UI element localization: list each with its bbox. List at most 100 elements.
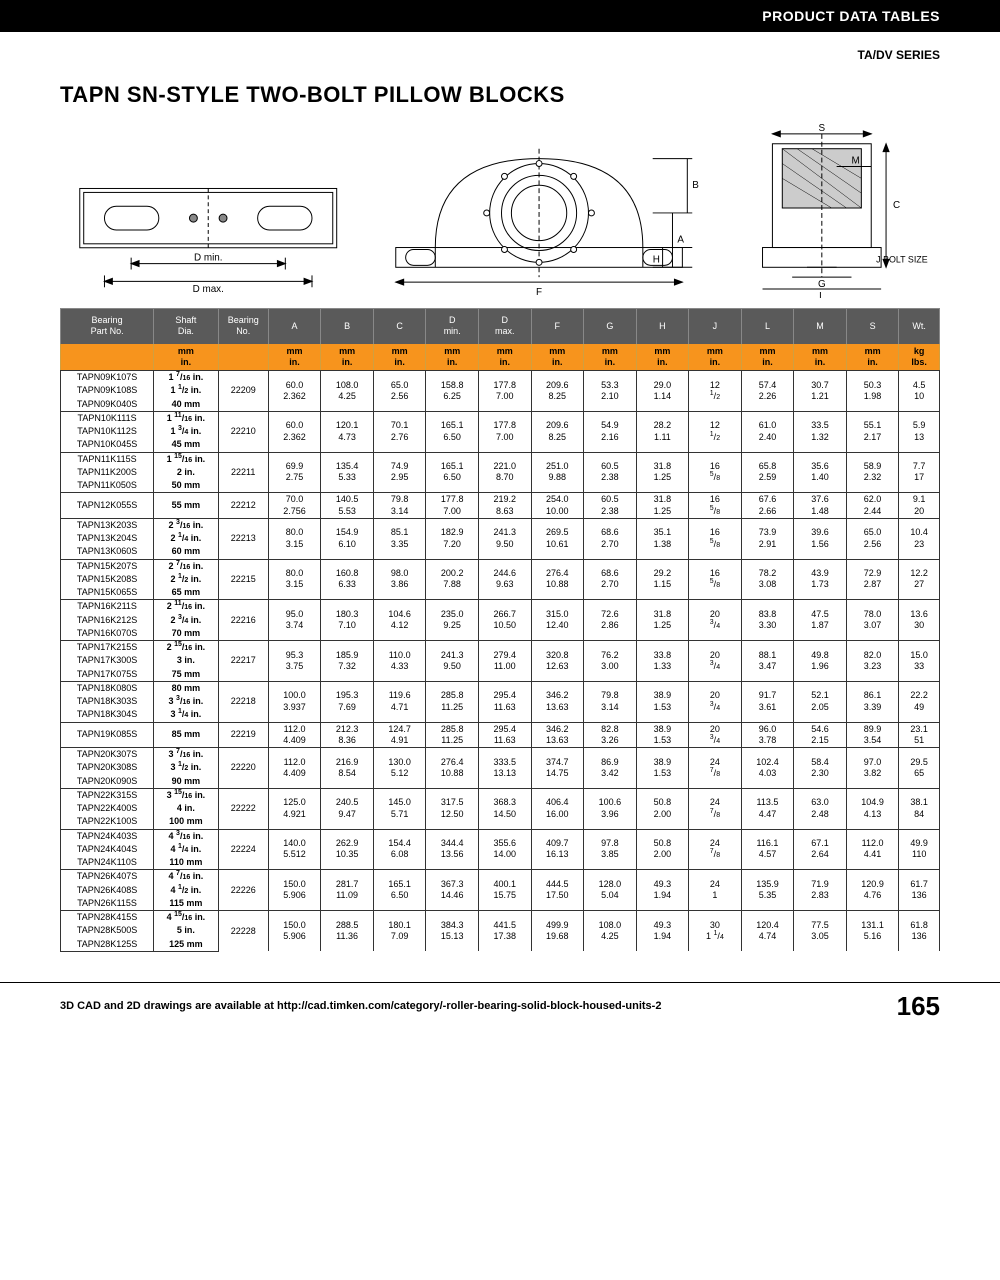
part-no: TAPN26K115S — [61, 897, 154, 911]
part-no: TAPN15K208S — [61, 573, 154, 586]
dim-cell: 285.811.25 — [426, 722, 479, 748]
dim-cell: 400.115.75 — [478, 870, 531, 911]
dim-cell: 55.12.17 — [846, 411, 899, 452]
label-g: G — [818, 279, 826, 290]
dim-cell: 35.11.38 — [636, 518, 689, 559]
table-row: TAPN17K215S2 15/16 in.2221795.33.75185.9… — [61, 641, 940, 655]
shaft-dia: 2 11/16 in. — [154, 600, 218, 614]
dim-cell: 140.05.512 — [268, 829, 321, 870]
shaft-dia: 4 in. — [154, 802, 218, 815]
unit-cell: mmin. — [154, 344, 218, 371]
dim-cell: 317.512.50 — [426, 788, 479, 829]
shaft-dia: 70 mm — [154, 627, 218, 641]
shaft-dia: 65 mm — [154, 586, 218, 600]
bearing-no: 22216 — [218, 600, 268, 641]
dim-cell: 60.02.362 — [268, 371, 321, 412]
part-no: TAPN26K407S — [61, 870, 154, 884]
label-dmin: D min. — [194, 253, 223, 264]
part-no: TAPN18K304S — [61, 708, 154, 722]
shaft-dia: 3 in. — [154, 654, 218, 667]
dim-cell: 4.510 — [899, 371, 940, 412]
dim-cell: 60.02.362 — [268, 411, 321, 452]
diagram-top-view: D min. D max. — [60, 158, 356, 298]
dim-cell: 38.91.53 — [636, 748, 689, 789]
shaft-dia: 1 15/16 in. — [154, 452, 218, 466]
dim-cell: 71.92.83 — [794, 870, 847, 911]
unit-cell: mmin. — [584, 344, 637, 371]
dim-cell: 82.83.26 — [584, 722, 637, 748]
dim-cell: 52.12.05 — [794, 681, 847, 722]
label-l: L — [819, 291, 825, 298]
dim-cell: 116.14.57 — [741, 829, 794, 870]
dim-cell: 177.87.00 — [426, 493, 479, 519]
part-no: TAPN09K107S — [61, 371, 154, 385]
col-header: S — [846, 309, 899, 344]
dim-cell: 88.13.47 — [741, 641, 794, 682]
dim-cell: 125.04.921 — [268, 788, 321, 829]
table-row: TAPN22K315S3 15/16 in.22222125.04.921240… — [61, 788, 940, 802]
table-row: TAPN28K415S4 15/16 in.22228150.05.906288… — [61, 911, 940, 925]
label-a: A — [678, 235, 685, 246]
dim-cell: 38.91.53 — [636, 722, 689, 748]
dim-cell: 441.517.38 — [478, 911, 531, 952]
dim-cell: 165/8 — [689, 493, 742, 519]
dim-cell: 216.98.54 — [321, 748, 374, 789]
part-no: TAPN13K204S — [61, 532, 154, 545]
dim-cell: 58.42.30 — [794, 748, 847, 789]
dim-cell: 102.44.03 — [741, 748, 794, 789]
dim-cell: 247/8 — [689, 788, 742, 829]
dim-cell: 154.96.10 — [321, 518, 374, 559]
dim-cell: 91.73.61 — [741, 681, 794, 722]
col-header: J — [689, 309, 742, 344]
bearing-no: 22210 — [218, 411, 268, 452]
dim-cell: 165/8 — [689, 452, 742, 493]
unit-cell: mmin. — [636, 344, 689, 371]
dim-cell: 182.97.20 — [426, 518, 479, 559]
dim-cell: 97.03.82 — [846, 748, 899, 789]
unit-cell — [218, 344, 268, 371]
shaft-dia: 100 mm — [154, 815, 218, 829]
page-title: TAPN SN-STYLE TWO-BOLT PILLOW BLOCKS — [60, 82, 940, 108]
shaft-dia: 110 mm — [154, 856, 218, 870]
dim-cell: 76.23.00 — [584, 641, 637, 682]
dim-cell: 160.86.33 — [321, 559, 374, 600]
col-header: Wt. — [899, 309, 940, 344]
dim-cell: 279.411.00 — [478, 641, 531, 682]
part-no: TAPN18K080S — [61, 681, 154, 695]
dim-cell: 165.16.50 — [373, 870, 426, 911]
dim-cell: 95.33.75 — [268, 641, 321, 682]
shaft-dia: 3 1/2 in. — [154, 761, 218, 774]
part-no: TAPN15K065S — [61, 586, 154, 600]
dim-cell: 49.31.94 — [636, 911, 689, 952]
dim-cell: 266.710.50 — [478, 600, 531, 641]
shaft-dia: 2 1/4 in. — [154, 532, 218, 545]
table-units-row: mmin. mmin.mmin.mmin.mmin.mmin.mmin.mmin… — [61, 344, 940, 371]
unit-cell: mmin. — [846, 344, 899, 371]
shaft-dia: 85 mm — [154, 722, 218, 748]
dim-cell: 180.37.10 — [321, 600, 374, 641]
dim-cell: 212.38.36 — [321, 722, 374, 748]
dim-cell: 203/4 — [689, 600, 742, 641]
dim-cell: 49.31.94 — [636, 870, 689, 911]
part-no: TAPN16K211S — [61, 600, 154, 614]
shaft-dia: 3 15/16 in. — [154, 788, 218, 802]
table-row: TAPN20K307S3 7/16 in.22220112.04.409216.… — [61, 748, 940, 762]
part-no: TAPN20K307S — [61, 748, 154, 762]
table-row: TAPN24K403S4 3/16 in.22224140.05.512262.… — [61, 829, 940, 843]
dim-cell: 54.92.16 — [584, 411, 637, 452]
dim-cell: 344.413.56 — [426, 829, 479, 870]
bearing-no: 22212 — [218, 493, 268, 519]
dim-cell: 62.02.44 — [846, 493, 899, 519]
table-header-row: BearingPart No.ShaftDia.BearingNo.ABCDmi… — [61, 309, 940, 344]
shaft-dia: 3 7/16 in. — [154, 748, 218, 762]
dim-cell: 145.05.71 — [373, 788, 426, 829]
table-row: TAPN18K080S80 mm22218100.03.937195.37.69… — [61, 681, 940, 695]
dim-cell: 131.15.16 — [846, 911, 899, 952]
dim-cell: 221.08.70 — [478, 452, 531, 493]
shaft-dia: 4 3/16 in. — [154, 829, 218, 843]
dim-cell: 124.74.91 — [373, 722, 426, 748]
table-row: TAPN16K211S2 11/16 in.2221695.03.74180.3… — [61, 600, 940, 614]
dim-cell: 241.39.50 — [478, 518, 531, 559]
dim-cell: 112.04.409 — [268, 722, 321, 748]
diagram-side-view: S M C G L J BOLT SIZE — [723, 118, 940, 298]
